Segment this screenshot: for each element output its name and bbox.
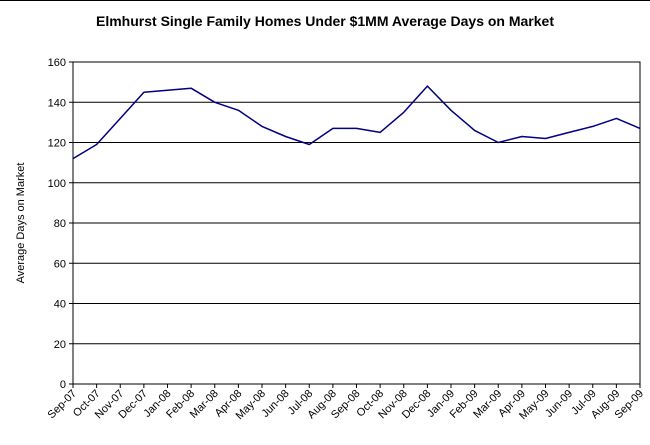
y-tick-label-8: 160 [48,57,66,69]
y-tick-label-5: 100 [48,178,66,190]
series-line-0 [72,85,641,160]
y-tick-label-7: 140 [48,97,66,109]
y-tick-label-1: 20 [54,339,66,351]
y-tick-label-6: 120 [48,138,66,150]
x-tick-label-0: Sep-07 [46,388,80,422]
y-tick-label-2: 40 [54,299,66,311]
y-tick-label-4: 80 [54,218,66,230]
y-tick-label-3: 60 [54,258,66,270]
chart-title: Elmhurst Single Family Homes Under $1MM … [96,13,554,29]
y-tick-label-0: 0 [60,379,66,391]
top-border-line [0,0,650,1]
